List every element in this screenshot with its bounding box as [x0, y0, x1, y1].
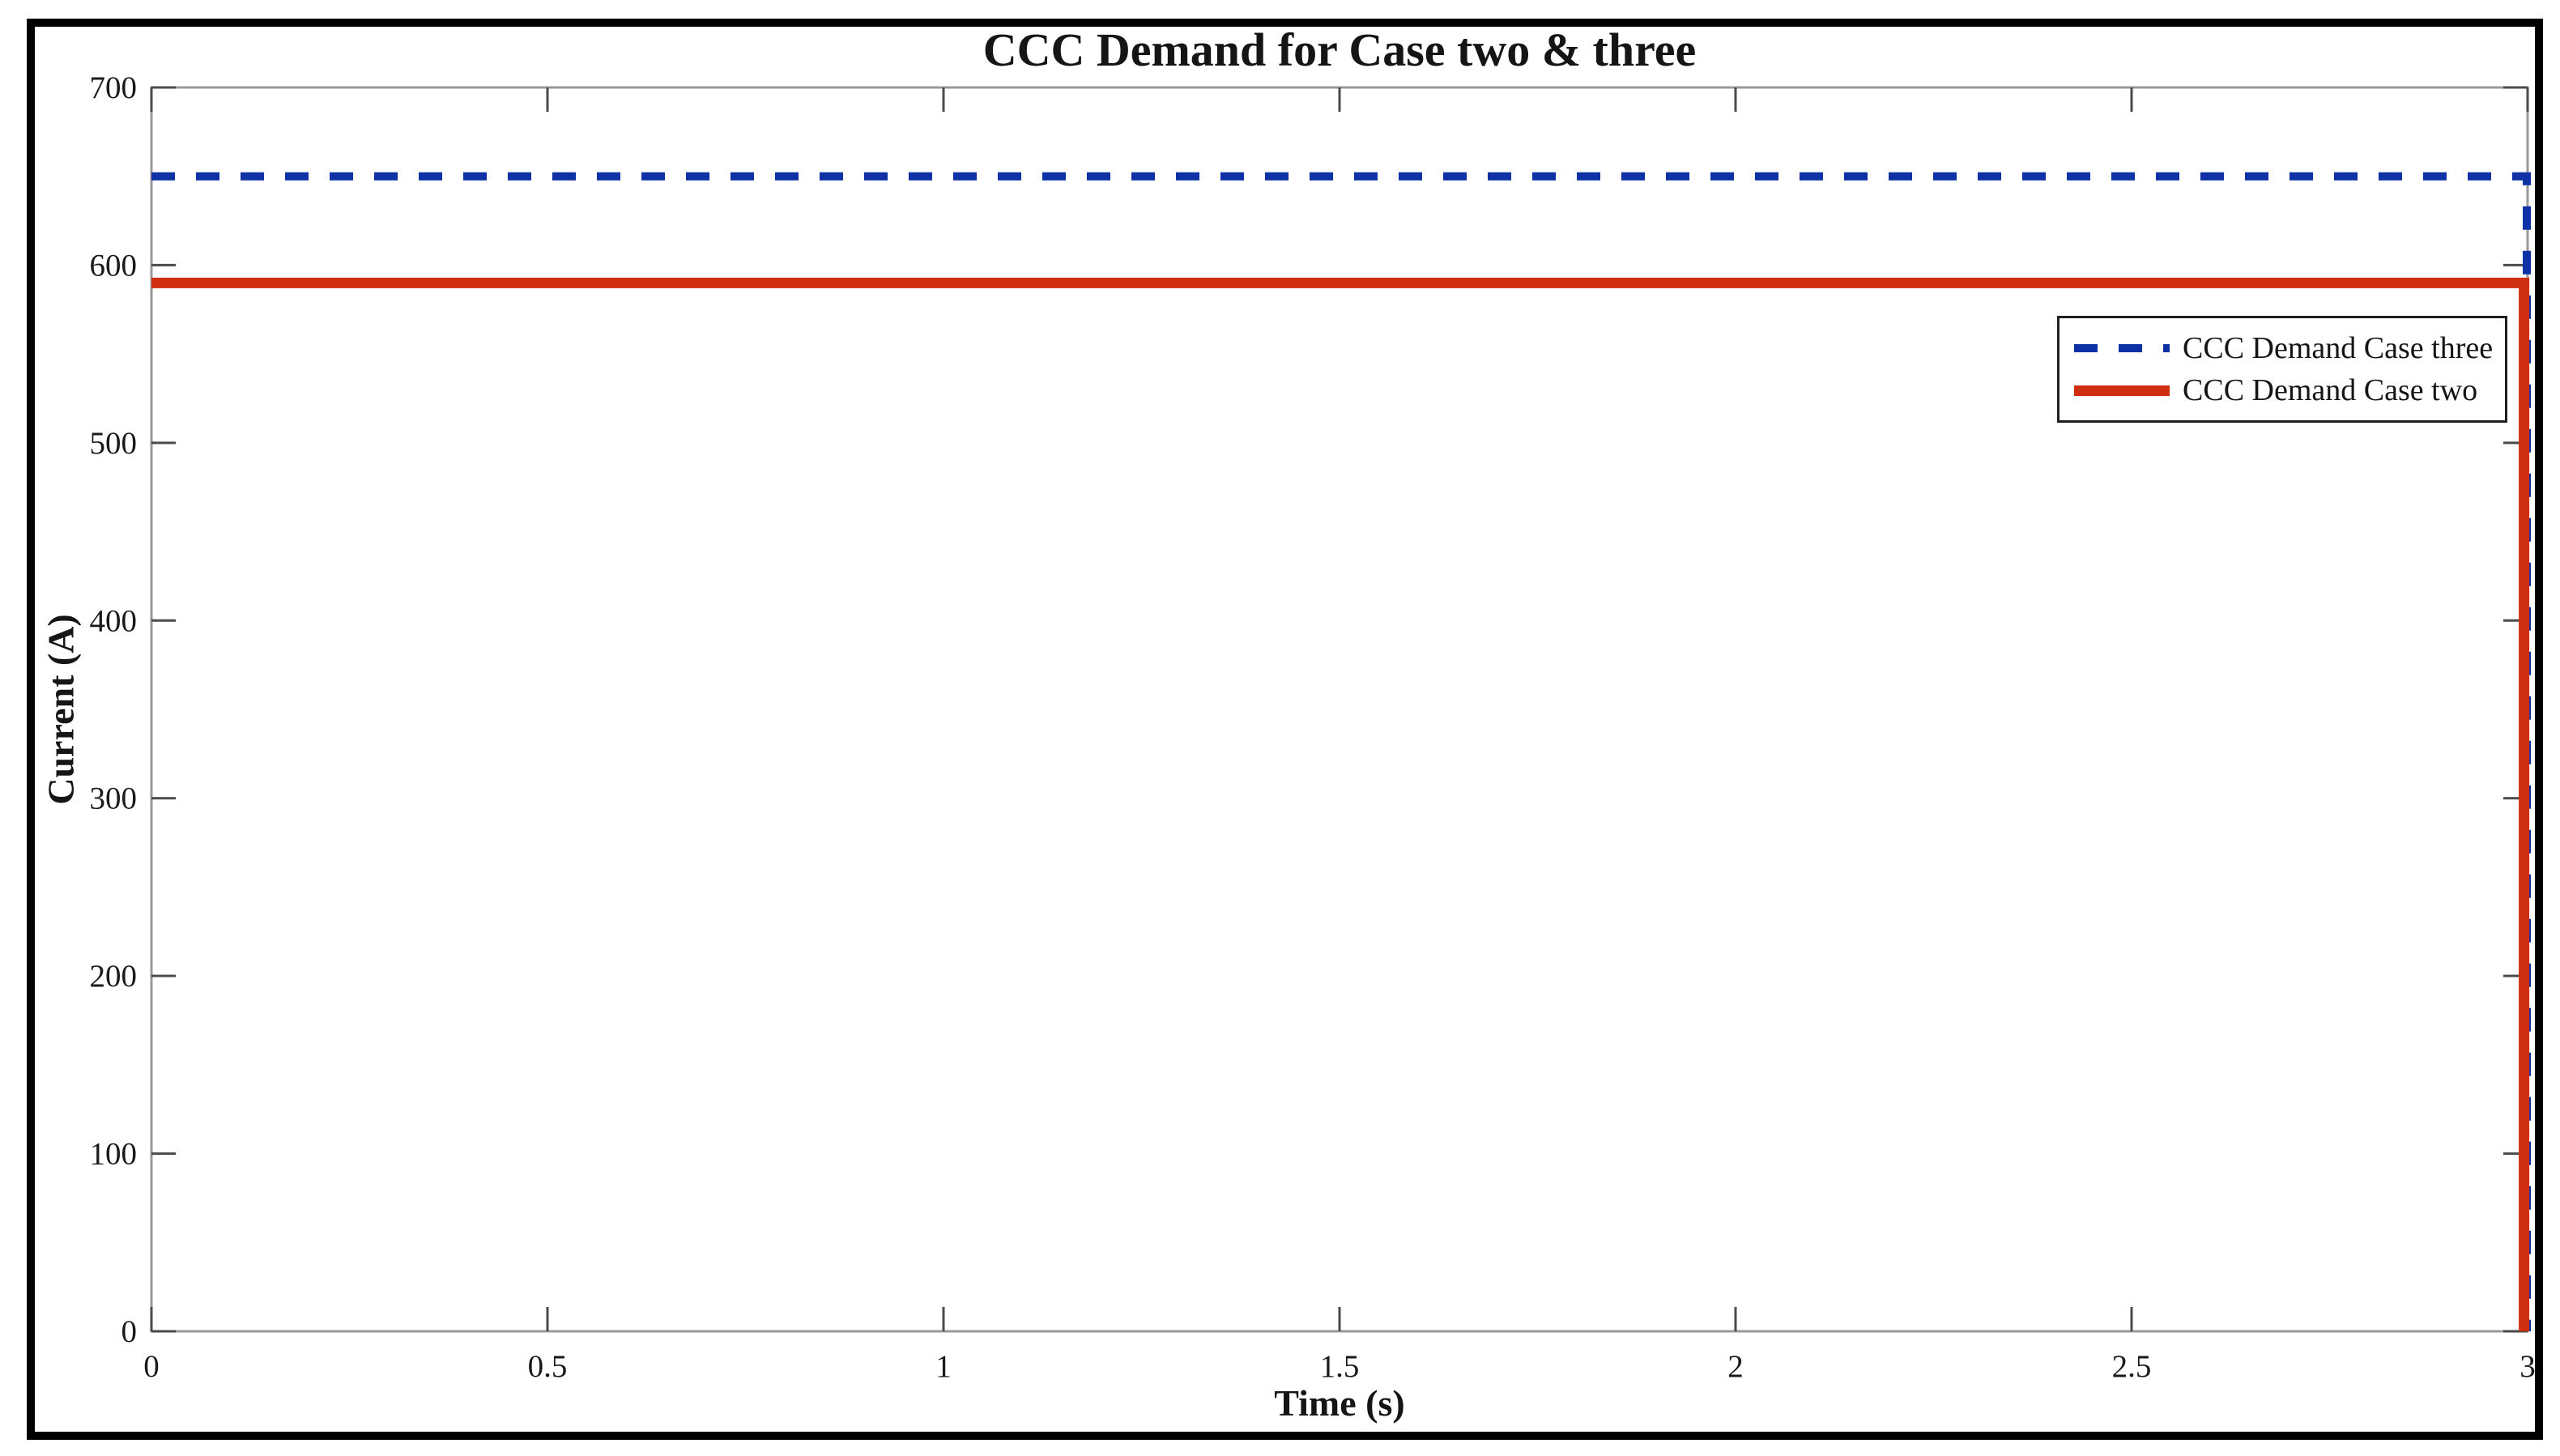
y-tick-label: 300	[90, 781, 138, 816]
x-tick-label: 2.5	[2112, 1349, 2152, 1384]
plot-box	[150, 86, 2529, 1333]
x-tick-label: 3	[2520, 1349, 2536, 1384]
y-tick-label: 700	[90, 70, 138, 105]
x-tick-label: 1	[935, 1349, 952, 1384]
y-tick-label: 400	[90, 603, 138, 638]
legend-item-label: CCC Demand Case two	[2183, 373, 2478, 407]
y-tick-label: 500	[90, 426, 138, 461]
legend-item: CCC Demand Case two	[2074, 375, 2505, 406]
legend-line-sample-dashed	[2074, 344, 2170, 352]
legend-line-sample-solid	[2074, 385, 2170, 396]
y-tick-label: 100	[90, 1137, 138, 1172]
y-tick-label: 200	[90, 959, 138, 994]
x-tick-label: 0.5	[528, 1349, 568, 1384]
series-line-dashed	[151, 172, 2532, 1331]
x-tick-label: 0	[143, 1349, 160, 1384]
legend-item-label: CCC Demand Case three	[2183, 331, 2494, 365]
y-tick-label: 0	[121, 1314, 138, 1349]
y-axis-label: Current (A)	[40, 614, 82, 805]
y-tick-label: 600	[90, 248, 138, 283]
x-tick-label: 1.5	[1320, 1349, 1360, 1384]
x-axis-label: Time (s)	[1274, 1382, 1405, 1424]
x-tick-label: 2	[1727, 1349, 1744, 1384]
figure-frame	[27, 19, 2543, 1440]
chart-title: CCC Demand for Case two & three	[982, 23, 1697, 76]
series-line-solid	[151, 277, 2530, 1331]
legend-item: CCC Demand Case three	[2074, 333, 2505, 364]
legend: CCC Demand Case three CCC Demand Case tw…	[2057, 316, 2507, 423]
